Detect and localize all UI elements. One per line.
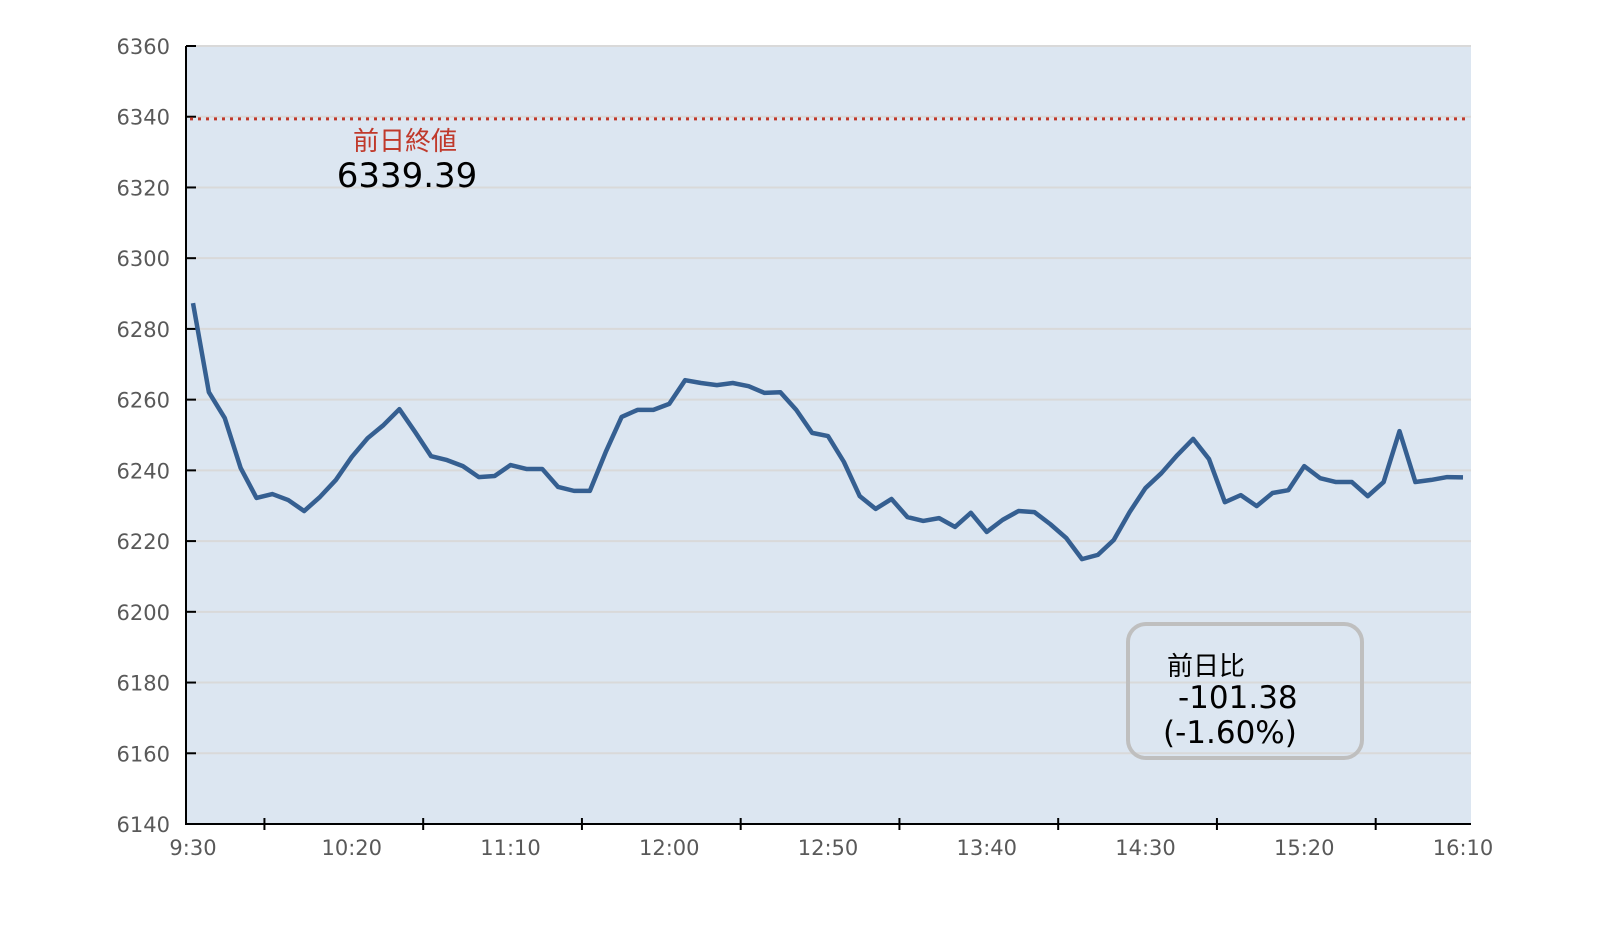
y-tick-label: 6300: [117, 247, 170, 271]
y-axis: 6140 6160 6180 6200 6220 6240 6260 6280 6300 6320…: [117, 35, 196, 837]
x-tick-label: 13:40: [956, 836, 1017, 860]
x-tick-label: 12:50: [798, 836, 859, 860]
y-tick-label: 6260: [117, 389, 170, 413]
y-tick-label: 6140: [117, 813, 170, 837]
x-tick-label: 15:20: [1274, 836, 1335, 860]
y-tick-label: 6320: [117, 176, 170, 200]
change-label: 前日比: [1167, 652, 1245, 682]
y-tick-label: 6220: [117, 530, 170, 554]
x-tick-label: 14:30: [1115, 836, 1176, 860]
x-tick-label: 12:00: [639, 836, 700, 860]
x-tick-label: 16:10: [1433, 836, 1494, 860]
y-tick-label: 6340: [117, 106, 170, 130]
x-tick-label: 11:10: [480, 836, 541, 860]
y-tick-label: 6240: [117, 459, 170, 483]
previous-close-value: 6339.39: [337, 156, 478, 196]
change-value: -101.38: [1178, 680, 1298, 716]
y-tick-label: 6200: [117, 601, 170, 625]
previous-close-label: 前日終値: [353, 127, 457, 157]
x-tick-label: 9:30: [169, 836, 216, 860]
y-tick-label: 6280: [117, 318, 170, 342]
y-tick-label: 6360: [117, 35, 170, 59]
y-tick-label: 6160: [117, 742, 170, 766]
y-tick-label: 6180: [117, 672, 170, 696]
x-tick-label: 10:20: [321, 836, 382, 860]
change-percent: (-1.60%): [1163, 715, 1297, 751]
